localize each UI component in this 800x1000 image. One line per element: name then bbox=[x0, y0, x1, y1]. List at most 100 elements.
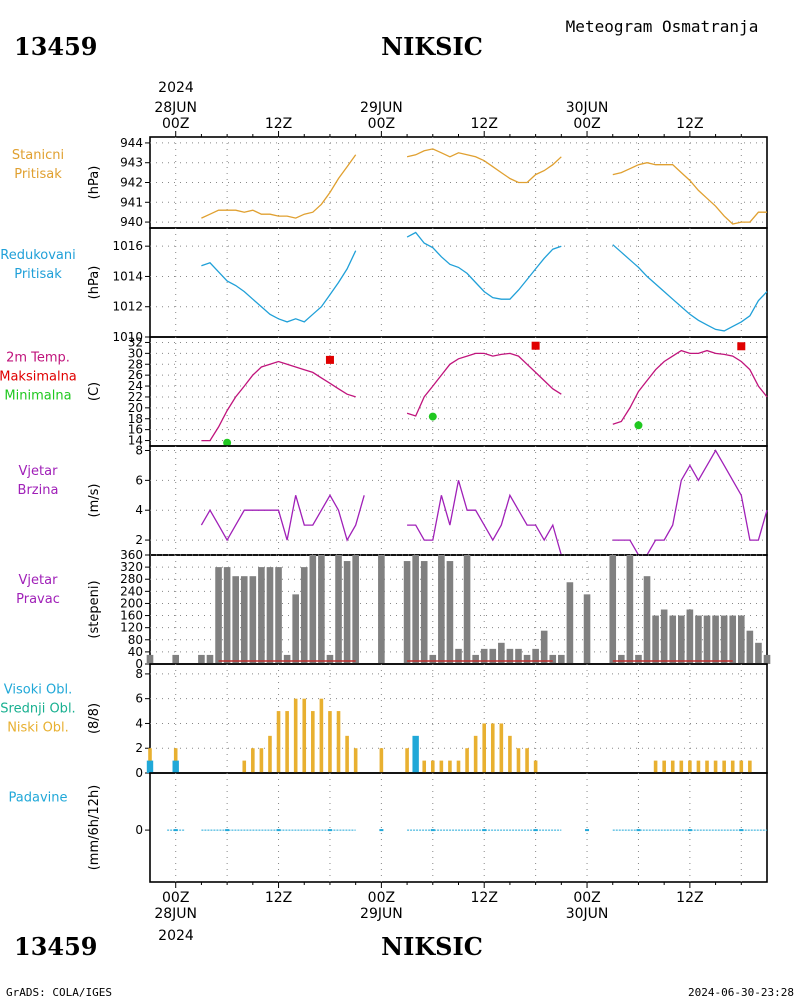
low-cloud-bar bbox=[722, 760, 726, 773]
bottom-tick-label: 12Z bbox=[265, 890, 292, 906]
bottom-tick-label: 00Z bbox=[573, 890, 600, 906]
wind-dir-bar bbox=[429, 654, 437, 664]
bottom-tick-label: 12Z bbox=[471, 890, 498, 906]
wind-dir-bar bbox=[240, 576, 248, 664]
top-year-label: 2024 bbox=[158, 80, 194, 96]
wind-dir-bar bbox=[609, 555, 617, 664]
panel-label: Pravac bbox=[16, 592, 60, 607]
y-axis-label: (C) bbox=[87, 382, 102, 401]
bottom-tick-label: 00Z bbox=[368, 890, 395, 906]
y-tick-label: 942 bbox=[120, 176, 143, 190]
low-cloud-bar bbox=[448, 760, 452, 773]
low-cloud-bar bbox=[748, 760, 752, 773]
footer-station-name: NIKSIC bbox=[381, 932, 483, 961]
panel-label: Niski Obl. bbox=[7, 721, 69, 736]
low-cloud-bar bbox=[670, 760, 675, 773]
y-tick-label: 944 bbox=[120, 136, 143, 150]
low-cloud-bar bbox=[319, 698, 324, 773]
wind-dir-bar bbox=[763, 654, 771, 664]
y-tick-label: 8 bbox=[135, 667, 143, 681]
panel-4: 2 4 6 8 (m/s) Vjetar Brzina bbox=[18, 443, 768, 556]
wind-dir-bar bbox=[618, 654, 625, 664]
wind-dir-bar bbox=[335, 555, 342, 664]
y-tick-label: 4 bbox=[135, 503, 143, 517]
series-line bbox=[406, 231, 562, 300]
precip-bar bbox=[533, 829, 538, 832]
y-tick-label: 32 bbox=[128, 335, 143, 349]
panel-label: Maksimalna bbox=[0, 370, 77, 385]
series-line bbox=[612, 349, 768, 425]
y-tick-label: 30 bbox=[128, 346, 143, 360]
series-line bbox=[200, 493, 365, 542]
low-cloud-bar bbox=[662, 760, 666, 773]
panel-frame bbox=[149, 663, 768, 774]
wind-dir-bar bbox=[275, 567, 282, 664]
y-tick-label: 80 bbox=[128, 633, 143, 647]
low-cloud-bar bbox=[439, 760, 444, 773]
y-tick-label: 20 bbox=[128, 401, 143, 415]
precip-bar bbox=[687, 829, 692, 832]
footer-timestamp: 2024-06-30-23:28 bbox=[688, 986, 794, 999]
precip-bar bbox=[225, 829, 230, 832]
wind-dir-bar bbox=[343, 561, 351, 664]
y-tick-label: 2 bbox=[135, 533, 143, 547]
y-tick-label: 160 bbox=[120, 609, 143, 623]
panel-label: Stanicni bbox=[12, 148, 64, 163]
y-tick-label: 18 bbox=[128, 412, 143, 426]
bottom-day-label: 28JUN bbox=[154, 906, 197, 922]
y-tick-label: 940 bbox=[120, 215, 143, 229]
y-tick-label: 22 bbox=[128, 390, 143, 404]
low-cloud-bar bbox=[482, 723, 487, 773]
low-cloud-bar bbox=[422, 760, 427, 773]
tmax-marker bbox=[737, 342, 746, 351]
panel-label: Brzina bbox=[18, 483, 59, 498]
y-tick-label: 120 bbox=[120, 621, 143, 635]
panel-frame bbox=[149, 336, 768, 447]
low-cloud-bar bbox=[473, 735, 478, 773]
y-tick-label: 0 bbox=[135, 657, 143, 671]
low-cloud-bar bbox=[705, 760, 709, 773]
y-tick-label: 280 bbox=[120, 572, 143, 586]
wind-dir-bar bbox=[326, 654, 334, 664]
wind-dir-bar bbox=[686, 609, 694, 664]
precip-bar bbox=[585, 829, 590, 832]
series-line bbox=[407, 480, 562, 556]
wind-dir-bar bbox=[643, 576, 651, 664]
low-cloud-bar bbox=[730, 760, 735, 773]
low-cloud-bar bbox=[490, 723, 495, 773]
low-cloud-bar bbox=[508, 735, 512, 773]
tmax-marker bbox=[531, 341, 540, 350]
wind-dir-bar bbox=[635, 654, 642, 664]
wind-dir-bar bbox=[438, 555, 445, 664]
top-day-label: 28JUN bbox=[154, 100, 197, 116]
wind-dir-bar bbox=[403, 561, 411, 664]
series-line bbox=[406, 148, 562, 184]
low-cloud-bar bbox=[242, 760, 247, 773]
wind-dir-bar bbox=[660, 609, 668, 664]
wind-dir-bar bbox=[755, 642, 762, 664]
y-tick-label: 4 bbox=[135, 716, 143, 730]
y-tick-label: 1014 bbox=[112, 269, 143, 283]
bottom-time-axis: 2024 00Z 12Z 00Z 12Z 00Z 12Z 28JUN 29JUN 30JUN bbox=[154, 882, 742, 944]
wind-dir-bar bbox=[549, 654, 557, 664]
wind-dir-bar bbox=[566, 582, 574, 664]
wind-dir-bar bbox=[378, 555, 385, 664]
low-cloud-bar bbox=[533, 760, 538, 773]
low-cloud-bar bbox=[739, 760, 744, 773]
y-tick-label: 16 bbox=[128, 423, 143, 437]
station-name: NIKSIC bbox=[381, 32, 483, 61]
bottom-day-label: 30JUN bbox=[566, 906, 609, 922]
wind-dir-bar bbox=[232, 576, 239, 664]
wind-dir-bar bbox=[420, 561, 428, 664]
wind-dir-bar bbox=[669, 615, 677, 664]
series-line bbox=[612, 449, 768, 556]
precip-bar bbox=[276, 829, 281, 832]
low-cloud-bar bbox=[302, 698, 307, 773]
y-axis-label: (hPa) bbox=[87, 266, 102, 300]
y-tick-label: 2 bbox=[135, 741, 143, 755]
wind-dir-bar bbox=[309, 555, 317, 664]
panel-2: 1010 1012 1014 1016 (hPa) Redukovani Pritisak bbox=[0, 227, 768, 344]
low-cloud-bar bbox=[379, 748, 384, 773]
wind-dir-bar bbox=[266, 567, 274, 664]
low-cloud-bar bbox=[465, 748, 469, 773]
